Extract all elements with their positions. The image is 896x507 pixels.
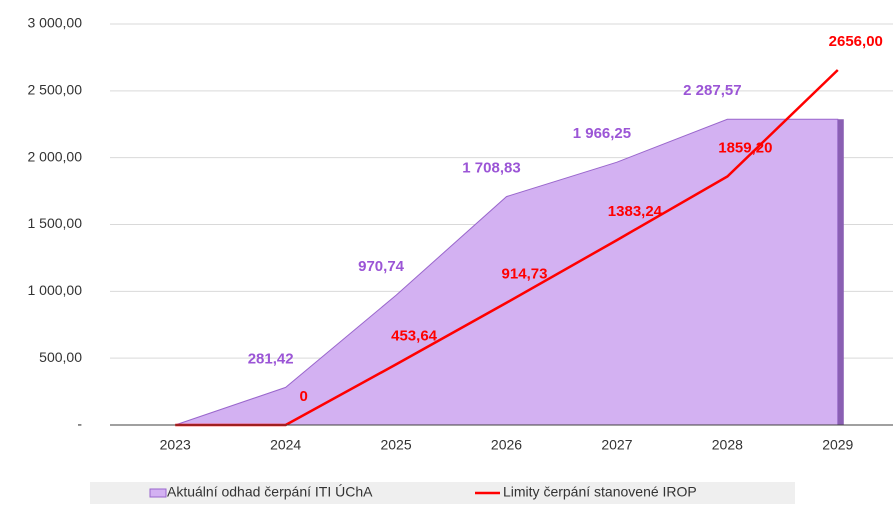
legend-label: Limity čerpání stanovené IROP <box>503 484 697 500</box>
data-label: 1 708,83 <box>462 160 520 177</box>
data-label: 1 966,25 <box>573 125 631 142</box>
x-tick-label: 2027 <box>601 437 632 453</box>
legend-box <box>90 482 795 504</box>
x-tick-label: 2028 <box>712 437 743 453</box>
data-label: 970,74 <box>358 258 405 275</box>
data-label: 281,42 <box>248 350 294 367</box>
area-side <box>837 119 844 425</box>
data-label: 1383,24 <box>608 203 663 220</box>
data-label: 0 <box>299 388 307 405</box>
y-tick-label: 1 500,00 <box>28 215 83 231</box>
x-tick-label: 2024 <box>270 437 301 453</box>
y-tick-label: - <box>77 416 82 432</box>
data-label: 914,73 <box>502 266 548 283</box>
x-tick-label: 2023 <box>160 437 191 453</box>
data-label: 2656,00 <box>829 33 883 50</box>
x-tick-label: 2029 <box>822 437 853 453</box>
y-tick-label: 2 500,00 <box>28 82 83 98</box>
y-tick-label: 500,00 <box>39 349 82 365</box>
y-tick-label: 2 000,00 <box>28 148 83 164</box>
y-tick-label: 3 000,00 <box>28 15 83 31</box>
data-label: 1859,20 <box>718 139 772 156</box>
data-label: 453,64 <box>391 327 438 344</box>
legend-label: Aktuální odhad čerpání ITI ÚChA <box>167 484 373 500</box>
x-tick-label: 2026 <box>491 437 522 453</box>
x-tick-label: 2025 <box>380 437 411 453</box>
y-tick-label: 1 000,00 <box>28 282 83 298</box>
data-label: 2 287,57 <box>683 82 741 99</box>
legend-swatch <box>149 488 167 498</box>
